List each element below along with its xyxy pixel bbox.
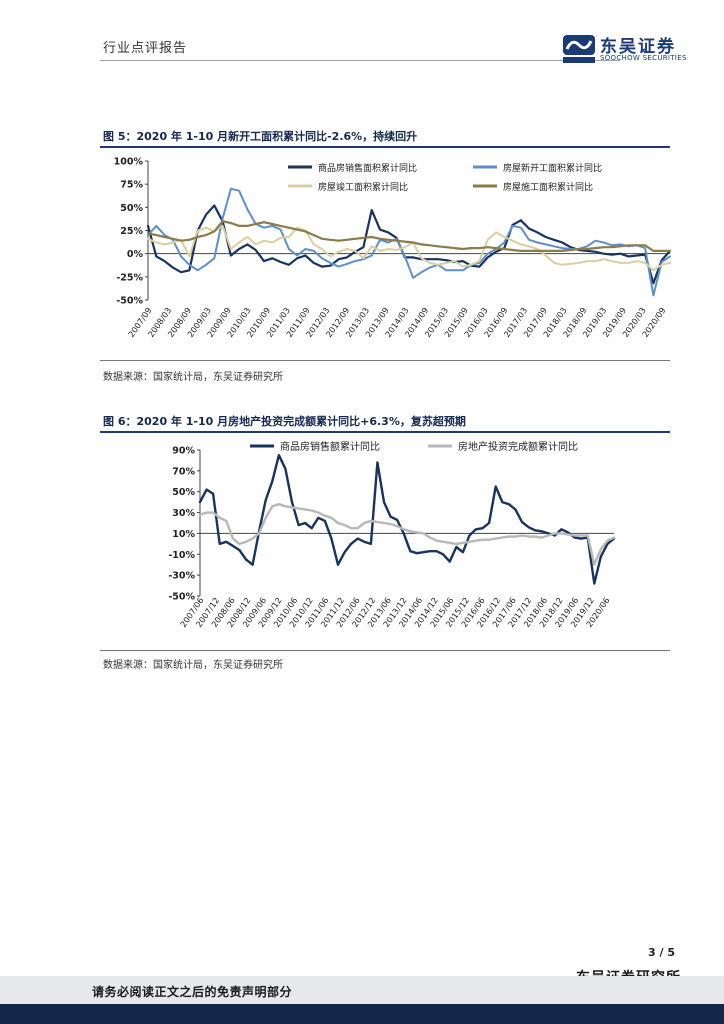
figure5-top-rule: [100, 146, 670, 148]
fig5-y-tick-label: -50%: [116, 296, 143, 307]
fig5-legend-label-1: 商品房销售面积累计同比: [318, 162, 417, 174]
fig5-y-tick-label: 25%: [120, 226, 143, 237]
fig6-y-tick-label: -10%: [168, 550, 195, 561]
figure6-source: 数据来源：国家统计局，东吴证券研究所: [103, 660, 283, 671]
figure6-top-rule: [100, 431, 670, 433]
fig6-y-tick-label: 10%: [172, 529, 195, 540]
footer-gray-band: [0, 976, 724, 1004]
fig5-y-tick-label: 0%: [127, 249, 144, 260]
fig5-y-tick-label: 100%: [114, 157, 144, 168]
fig5-series-line-2: [147, 187, 671, 297]
fig6-y-tick-label: -30%: [168, 571, 195, 582]
fig5-series-line-4: [146, 220, 672, 253]
fig6-y-tick-label: -50%: [168, 592, 195, 603]
soochow-logo: 东吴证券 SOOCHOW SECURITIES: [562, 32, 712, 66]
fig5-y-tick-label: 75%: [120, 180, 143, 191]
page-number: 3 / 5: [648, 946, 675, 959]
logo-name-en: SOOCHOW SECURITIES: [600, 54, 687, 62]
fig6-y-tick-label: 30%: [172, 508, 195, 519]
logo-name-cn: 东吴证券: [600, 37, 676, 57]
fig5-y-tick-label: -25%: [116, 272, 143, 283]
footer-disclaimer: 请务必阅读正文之后的免责声明部分: [92, 985, 293, 999]
figure5-title: 图 5：2020 年 1-10 月新开工面积累计同比-2.6%，持续回升: [103, 130, 418, 143]
figure5-line-chart: 100%75%50%25%0%-25%-50%2007/092008/03200…: [114, 157, 672, 339]
figure6-line-chart: 90%70%50%30%10%-10%-30%-50%2007/062007/1…: [168, 440, 616, 629]
fig6-legend-label-2: 房地产投资完成额累计同比: [458, 440, 578, 453]
fig5-series-line-1: [146, 204, 672, 285]
fig6-series-line-2: [198, 502, 616, 566]
footer-navy-band: [0, 1004, 724, 1024]
fig6-y-tick-label: 50%: [172, 487, 195, 498]
header-divider: [100, 60, 620, 61]
fig5-legend-label-4: 房屋施工面积累计同比: [503, 181, 593, 193]
fig5-series-line-3: [147, 224, 671, 272]
figure6-bottom-rule: [100, 650, 670, 651]
fig6-y-tick-label: 70%: [172, 466, 195, 477]
figure6-title: 图 6：2020 年 1-10 月房地产投资完成额累计同比+6.3%，复苏超预期: [103, 415, 466, 428]
fig5-legend-label-3: 房屋竣工面积累计同比: [318, 181, 408, 193]
fig6-y-tick-label: 90%: [172, 446, 195, 457]
figure5-bottom-rule: [100, 360, 670, 361]
fig6-legend-label-1: 商品房销售额累计同比: [280, 440, 380, 453]
fig6-series-line-1: [198, 454, 616, 585]
soochow-logo-icon: [563, 35, 595, 63]
report-type-title: 行业点评报告: [103, 41, 188, 56]
fig5-y-tick-label: 50%: [120, 203, 143, 214]
fig5-legend-label-2: 房屋新开工面积累计同比: [503, 162, 602, 174]
figure5-source: 数据来源：国家统计局，东吴证券研究所: [103, 372, 283, 383]
